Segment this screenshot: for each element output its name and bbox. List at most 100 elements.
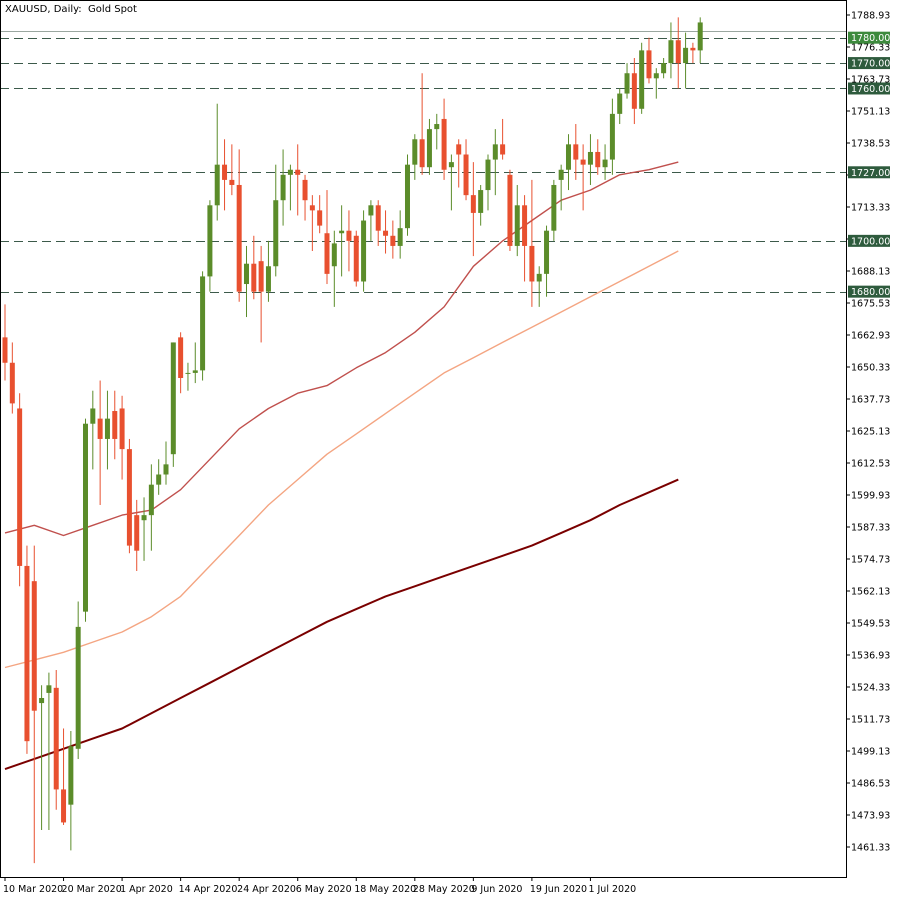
candle-body bbox=[434, 124, 440, 130]
price-tick-label: 1637.73 bbox=[851, 395, 890, 406]
candle bbox=[419, 73, 425, 175]
candle bbox=[97, 380, 103, 505]
price-tick-label: 1650.33 bbox=[851, 363, 890, 374]
candle bbox=[192, 342, 198, 384]
candle bbox=[331, 230, 337, 307]
candle bbox=[309, 195, 315, 252]
price-tick-label: 1763.73 bbox=[851, 75, 890, 86]
candle bbox=[68, 731, 74, 851]
price-tick-label: 1625.13 bbox=[851, 427, 890, 438]
candle bbox=[639, 42, 645, 114]
candle bbox=[441, 98, 447, 180]
candle-body bbox=[75, 626, 81, 749]
candle-body bbox=[470, 195, 476, 213]
candle bbox=[222, 139, 228, 211]
candle-body bbox=[24, 565, 30, 742]
price-tick-label: 1738.53 bbox=[851, 139, 890, 150]
candle-body bbox=[551, 184, 557, 231]
candle bbox=[448, 154, 454, 211]
candle-body bbox=[229, 179, 235, 185]
level-price-box bbox=[848, 166, 890, 179]
candle bbox=[470, 162, 476, 257]
price-tick-label: 1675.53 bbox=[851, 299, 890, 310]
level-price-text: 1727.00 bbox=[851, 168, 890, 179]
price-tick-label: 1524.33 bbox=[851, 683, 890, 694]
candle-body bbox=[295, 169, 301, 175]
candle bbox=[624, 63, 630, 99]
candle bbox=[609, 98, 615, 175]
price-tick-label: 1662.93 bbox=[851, 331, 890, 342]
price-tick-label: 1751.13 bbox=[851, 107, 890, 118]
candle-body bbox=[661, 63, 667, 74]
candle-body bbox=[273, 200, 279, 267]
candle-body bbox=[419, 139, 425, 168]
candle bbox=[573, 124, 579, 180]
candle bbox=[178, 332, 184, 394]
candle-body bbox=[514, 205, 520, 246]
candle-body bbox=[558, 169, 564, 180]
time-tick-label: 28 May 2020 bbox=[413, 884, 475, 895]
candle-body bbox=[690, 47, 696, 51]
candle-body bbox=[82, 423, 88, 612]
candle-body bbox=[39, 697, 45, 704]
candle bbox=[404, 154, 410, 236]
candle bbox=[39, 685, 45, 831]
chart-symbol-label: XAUUSD, Daily: Gold Spot bbox=[5, 4, 137, 15]
candle bbox=[53, 670, 59, 810]
candle-body bbox=[463, 154, 469, 196]
candle-body bbox=[617, 93, 623, 114]
candle bbox=[617, 88, 623, 125]
horizontal-levels bbox=[0, 31, 846, 293]
candle-body bbox=[624, 73, 630, 94]
candle bbox=[390, 220, 396, 259]
candle-body bbox=[68, 746, 74, 805]
candle bbox=[236, 149, 242, 302]
candle-body bbox=[265, 266, 271, 292]
candle-body bbox=[668, 40, 674, 64]
candle bbox=[280, 149, 286, 226]
candle bbox=[61, 728, 67, 825]
price-tick-label: 1511.73 bbox=[851, 715, 890, 726]
candle bbox=[273, 164, 279, 277]
candle-body bbox=[317, 210, 323, 226]
candle-body bbox=[156, 474, 162, 485]
candle-body bbox=[331, 243, 337, 267]
candle-body bbox=[346, 230, 352, 241]
candle-body bbox=[243, 263, 249, 285]
level-price-box bbox=[848, 82, 890, 95]
price-tick-label: 1562.13 bbox=[851, 587, 890, 598]
candle-body bbox=[9, 362, 15, 404]
candle bbox=[529, 179, 535, 307]
candle-body bbox=[302, 179, 308, 201]
candle bbox=[690, 42, 696, 64]
candle bbox=[463, 139, 469, 201]
time-tick-label: 10 Mar 2020 bbox=[3, 884, 63, 895]
candle-body bbox=[675, 40, 681, 64]
candle bbox=[375, 200, 381, 246]
candle-body bbox=[565, 144, 571, 170]
candle-body bbox=[397, 228, 403, 246]
candle bbox=[17, 393, 23, 587]
candle-body bbox=[258, 261, 264, 292]
candle bbox=[141, 497, 147, 561]
level-price-box bbox=[848, 234, 890, 247]
candle bbox=[251, 235, 257, 300]
price-tick-label: 1549.53 bbox=[851, 619, 890, 630]
candle bbox=[287, 164, 293, 211]
candle bbox=[383, 210, 389, 254]
level-price-text: 1680.00 bbox=[851, 287, 890, 298]
candle-body bbox=[529, 245, 535, 282]
price-tick-label: 1587.33 bbox=[851, 523, 890, 534]
candle-body bbox=[536, 273, 542, 282]
candle bbox=[214, 103, 220, 221]
price-tick-label: 1788.93 bbox=[851, 11, 890, 22]
candle-body bbox=[646, 50, 652, 79]
candle-body bbox=[361, 220, 367, 282]
candle bbox=[661, 57, 667, 79]
candle-body bbox=[185, 372, 191, 374]
candle-body bbox=[31, 581, 37, 711]
price-tick-label: 1599.93 bbox=[851, 491, 890, 502]
candle bbox=[544, 225, 550, 297]
